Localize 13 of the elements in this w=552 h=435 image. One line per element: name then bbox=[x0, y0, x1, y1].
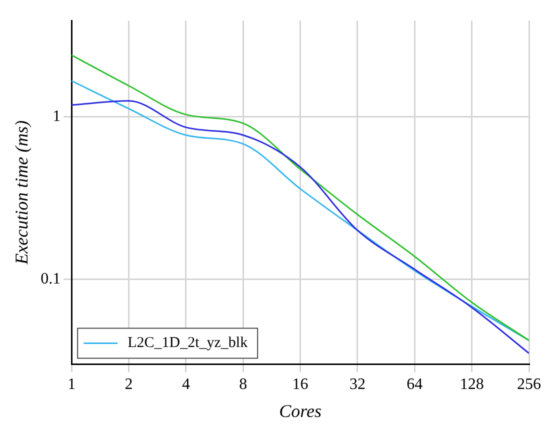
y-axis-title: Execution time (ms) bbox=[12, 120, 32, 266]
x-tick-label: 2 bbox=[124, 376, 133, 394]
x-axis-title: Cores bbox=[279, 400, 322, 421]
x-tick-label: 64 bbox=[406, 376, 423, 394]
x-tick-label: 1 bbox=[68, 376, 76, 394]
x-tick-label: 32 bbox=[349, 376, 366, 394]
x-tick-label: 4 bbox=[182, 376, 190, 394]
x-tick-label: 16 bbox=[292, 376, 308, 394]
x-tick-label: 8 bbox=[239, 376, 248, 394]
x-tick-label: 128 bbox=[460, 376, 484, 394]
legend-label: L2C_1D_2t_yz_blk bbox=[128, 335, 248, 352]
y-tick-label: 0.1 bbox=[40, 270, 61, 288]
x-tick-label: 256 bbox=[517, 376, 541, 394]
